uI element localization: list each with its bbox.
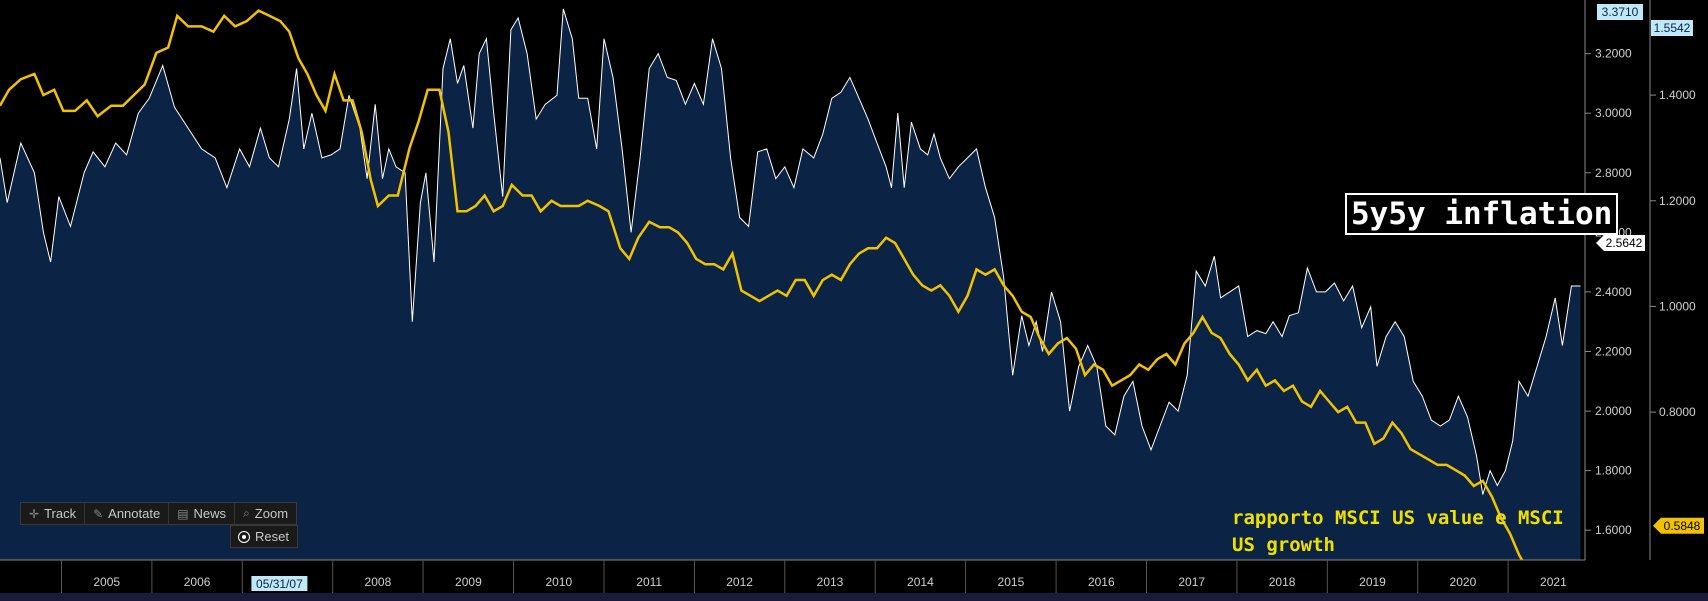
ratio-last-value-label: 0.5848 <box>1664 519 1701 533</box>
right-axis-tick-label: 1.2000 <box>1659 194 1696 208</box>
track-button[interactable]: ✛ Track <box>21 503 86 524</box>
x-tick-label-2016: 2016 <box>1088 575 1115 589</box>
left-axis-max-label: 3.3710 <box>1602 5 1639 19</box>
x-tick-label-2013: 2013 <box>817 575 844 589</box>
news-icon: ▤ <box>177 506 189 521</box>
ratio-last-value-tag <box>1653 517 1704 534</box>
chart-toolbar: ✛ Track ✎ Annotate ▤ News ⌕ Zoom <box>20 502 298 525</box>
right-axis-max-label: 1.5542 <box>1654 21 1691 35</box>
x-tick-label-2011: 2011 <box>636 575 662 589</box>
left-axis-tick-label: 2.8000 <box>1595 166 1632 180</box>
crosshair-icon: ✛ <box>29 506 40 521</box>
pencil-icon: ✎ <box>93 506 104 521</box>
annotate-label: Annotate <box>108 506 161 521</box>
left-axis-tick-label: 2.4000 <box>1595 285 1632 299</box>
inflation-last-value-tag <box>1596 235 1645 251</box>
x-tick-label-2010: 2010 <box>545 575 572 589</box>
left-axis-tick-label: 3.2000 <box>1595 47 1632 61</box>
inflation-last-value-label: 2.5642 <box>1606 236 1643 250</box>
reset-label: Reset <box>255 529 289 544</box>
radio-dot-icon <box>239 531 249 542</box>
x-tick-label-2018: 2018 <box>1269 575 1296 589</box>
left-axis-tick-label: 2.2000 <box>1595 345 1632 359</box>
news-button[interactable]: ▤ News <box>169 503 236 524</box>
series-label-ratio: rapporto MSCI US value e MSCI US growth <box>1232 507 1564 556</box>
x-tick-label-2014: 2014 <box>907 575 934 589</box>
left-axis-tick-label: 3.0000 <box>1595 106 1632 120</box>
magnifier-icon: ⌕ <box>243 506 250 520</box>
inflation-series-line <box>0 8 1581 495</box>
left-axis-tick-label: 2.0000 <box>1595 404 1632 418</box>
track-label: Track <box>44 506 77 521</box>
zoom-button[interactable]: ⌕ Zoom <box>235 503 296 524</box>
right-axis-max-box <box>1651 20 1693 36</box>
x-tick-label-2009: 2009 <box>455 575 482 589</box>
chart-annotation: 5y5y inflation <box>1345 193 1619 235</box>
news-label: News <box>193 506 227 521</box>
x-tick-label-2017: 2017 <box>1178 575 1205 589</box>
left-axis-max-box <box>1597 4 1643 20</box>
x-tick-label-2006: 2006 <box>184 575 211 589</box>
x-tick-label-2020: 2020 <box>1450 575 1477 589</box>
x-tick-label-2008: 2008 <box>365 575 392 589</box>
date-highlight-label: 05/31/07 <box>256 577 303 591</box>
left-axis-tick-label: 1.8000 <box>1595 464 1632 478</box>
zoom-label: Zoom <box>254 506 289 521</box>
x-tick-label-2021: 2021 <box>1540 575 1567 589</box>
x-tick-label-2012: 2012 <box>726 575 753 589</box>
x-tick-label-2019: 2019 <box>1359 575 1386 589</box>
right-axis-tick-label: 1.0000 <box>1659 299 1696 313</box>
left-axis-tick-label: 1.6000 <box>1595 523 1632 537</box>
reset-button[interactable]: Reset <box>230 525 298 548</box>
bottom-bar <box>0 593 1708 601</box>
value-growth-ratio-series-line <box>0 9 1556 601</box>
right-axis-tick-label: 0.8000 <box>1659 405 1696 419</box>
x-tick-label-2015: 2015 <box>998 575 1025 589</box>
inflation-area-fill <box>0 8 1581 560</box>
right-axis-tick-label: 1.4000 <box>1659 88 1696 102</box>
date-highlight-box <box>251 576 308 591</box>
x-tick-label-2005: 2005 <box>93 575 120 589</box>
annotate-button[interactable]: ✎ Annotate <box>85 503 170 524</box>
